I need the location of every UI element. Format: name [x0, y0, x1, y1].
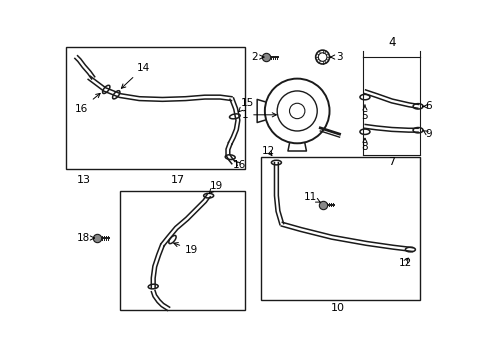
Text: 5: 5: [361, 105, 367, 121]
Text: 19: 19: [209, 181, 223, 194]
Text: 7: 7: [387, 157, 395, 167]
Text: 2: 2: [251, 52, 264, 62]
Text: 12: 12: [262, 146, 275, 156]
Bar: [66, 47, 244, 169]
Text: 16: 16: [232, 160, 245, 170]
Text: 16: 16: [75, 93, 100, 114]
Text: 3: 3: [330, 52, 342, 62]
Text: 12: 12: [398, 258, 411, 267]
Text: 4: 4: [387, 36, 395, 49]
Text: 8: 8: [361, 138, 367, 152]
Text: 18: 18: [77, 233, 94, 243]
Bar: [120, 191, 244, 310]
Text: 15: 15: [238, 98, 253, 112]
Text: 10: 10: [330, 303, 345, 313]
Bar: [261, 157, 420, 300]
Text: 9: 9: [422, 129, 431, 139]
Text: 6: 6: [422, 101, 431, 111]
Text: 17: 17: [170, 175, 184, 185]
Text: 19: 19: [173, 243, 198, 255]
Text: 13: 13: [77, 175, 91, 185]
Text: 14: 14: [121, 63, 149, 88]
Text: 11: 11: [303, 192, 320, 202]
Text: 1: 1: [241, 110, 276, 120]
